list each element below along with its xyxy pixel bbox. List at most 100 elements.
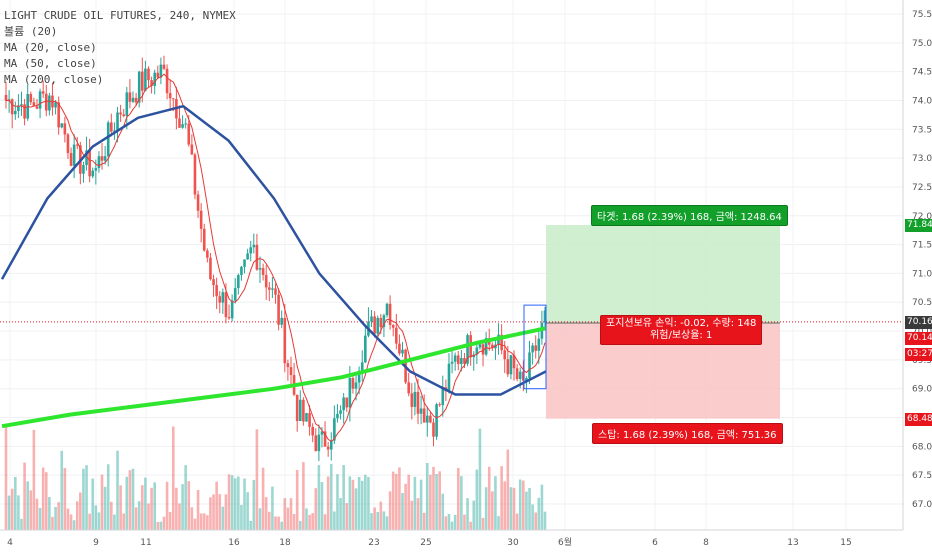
candle-body [60, 123, 64, 128]
volume-bar [283, 498, 287, 530]
candle-body [13, 110, 17, 115]
volume-bar [54, 506, 57, 530]
volume-bar [252, 479, 256, 530]
candle-body [94, 168, 98, 171]
candle-body [320, 431, 324, 435]
candle-body [252, 244, 256, 248]
candle-body [140, 71, 144, 91]
candle-body [515, 368, 519, 380]
candle-body [106, 122, 110, 157]
candle-body [209, 257, 212, 280]
volume-bar [38, 508, 42, 530]
volume-bar [314, 488, 318, 530]
price-tick-label: 73.50 [912, 125, 932, 135]
target-badge: 타겟: 1.68 (2.39%) 168, 금액: 1248.64 [591, 205, 788, 226]
volume-bar [512, 487, 516, 530]
volume-bar [385, 516, 389, 530]
candle-body [97, 156, 101, 169]
volume-bar [391, 471, 395, 530]
candle-body [503, 350, 507, 360]
volume-bar [376, 511, 380, 530]
candle-body [184, 123, 187, 125]
volume-bar [17, 495, 20, 530]
symbol-title: LIGHT CRUDE OIL FUTURES, 240, NYMEX [4, 9, 236, 22]
candle-body [441, 387, 445, 406]
candle-body [237, 275, 240, 289]
volume-bar [429, 474, 432, 530]
volume-bar [91, 478, 95, 530]
time-tick-label: 6 [652, 538, 658, 548]
volume-bar [413, 476, 417, 530]
candle-body [218, 296, 222, 303]
candle-body [286, 363, 290, 368]
volume-bar [153, 482, 156, 530]
candle-body [314, 435, 318, 452]
volume-bar [348, 476, 352, 530]
candle-body [196, 194, 200, 211]
ma50-line [0, 104, 547, 396]
volume-bar [289, 498, 293, 530]
volume-bar [144, 477, 147, 530]
volume-bar [478, 428, 482, 530]
candle-body [543, 310, 547, 323]
volume-bar [460, 476, 463, 530]
candle-body [512, 355, 516, 369]
volume-bar [264, 497, 268, 530]
volume-bar [85, 465, 88, 530]
ma50-legend: MA (50, close) [4, 57, 97, 70]
volume-bar [171, 426, 175, 530]
volume-bar [292, 513, 296, 530]
volume-bar [184, 465, 187, 530]
volume-bar [472, 500, 476, 530]
volume-bar [382, 511, 386, 530]
ma20-legend: MA (20, close) [4, 41, 97, 54]
volume-bar [140, 485, 144, 530]
volume-bar [404, 483, 407, 530]
candle-body [243, 259, 246, 267]
time-tick-label: 25 [420, 538, 431, 548]
candle-body [528, 352, 531, 379]
candle-body [342, 397, 345, 411]
selection-box [523, 304, 547, 390]
price-axis: 67.0067.5068.0068.5069.0069.5070.0070.50… [902, 0, 932, 530]
volume-bar [444, 516, 448, 530]
candle-body [171, 98, 175, 100]
candle-body [283, 317, 287, 364]
volume-bar [528, 488, 531, 530]
candle-body [295, 394, 299, 422]
volume-bar [326, 476, 330, 530]
volume-bar [249, 520, 253, 530]
candle-body [323, 431, 327, 447]
candle-body [187, 123, 191, 145]
candle-body [466, 335, 469, 364]
candle-body [153, 72, 156, 86]
volume-bar [4, 426, 8, 530]
candle-body [395, 327, 398, 344]
volume-bar [481, 517, 485, 530]
candle-body [484, 338, 488, 355]
candle-body [23, 104, 26, 119]
candle-body [345, 397, 349, 408]
volume-bar [255, 429, 259, 530]
candle-body [357, 370, 361, 383]
volume-bar [311, 513, 314, 530]
candle-body [44, 93, 48, 111]
target-price-tag: 71.84 [905, 219, 932, 232]
time-tick-label: 8 [703, 538, 709, 548]
time-tick-label: 30 [507, 538, 519, 548]
volume-bar [425, 462, 429, 530]
candle-body [280, 317, 283, 325]
volume-bar [196, 490, 200, 530]
volume-bar [268, 511, 271, 530]
stop-badge: 스탑: 1.68 (2.39%) 168, 금액: 751.36 [592, 423, 783, 444]
candle-body [91, 170, 95, 177]
candle-body [38, 91, 42, 109]
candle-body [364, 335, 367, 363]
volume-bar [212, 494, 215, 530]
candle-body [333, 418, 336, 441]
candle-body [181, 124, 184, 128]
volume-bar [286, 507, 290, 530]
candle-body [425, 415, 429, 423]
